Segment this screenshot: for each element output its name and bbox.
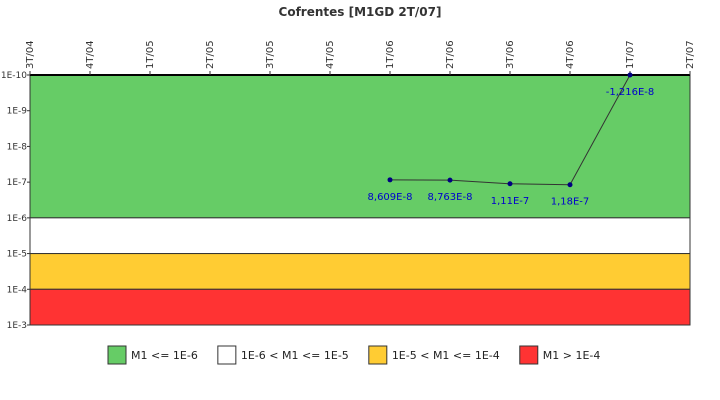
y-axis: 1E-10 1E-9 1E-8 1E-7 1E-6 1E-5 1E-4 1E-3 <box>1 71 30 331</box>
legend-swatch <box>107 345 127 365</box>
band-0 <box>29 74 691 219</box>
y-tick-label: 1E-8 <box>7 142 28 152</box>
x-tick-label: 4T/05 <box>325 40 336 69</box>
x-tick-label: 2T/07 <box>685 40 696 69</box>
legend-swatch <box>368 345 388 365</box>
x-tick-label: 2T/06 <box>445 40 456 69</box>
x-tick-label: 3T/05 <box>265 40 276 69</box>
band-1 <box>29 217 691 255</box>
series-layer: 8,609E-8 8,763E-8 1,11E-7 1,18E-7 -1,216E-8 <box>368 72 655 208</box>
data-label: 1,11E-7 <box>491 196 530 207</box>
data-point <box>507 181 513 187</box>
legend-swatch <box>217 345 237 365</box>
legend-label: 1E-6 < M1 <= 1E-5 <box>241 349 349 362</box>
legend-label: 1E-5 < M1 <= 1E-4 <box>392 349 500 362</box>
y-tick-label: 1E-10 <box>1 71 27 81</box>
data-point <box>447 177 453 183</box>
data-label: 8,609E-8 <box>368 192 413 203</box>
x-tick-label: 1T/07 <box>625 40 636 69</box>
y-tick-label: 1E-4 <box>7 285 28 295</box>
band-3 <box>29 288 691 326</box>
x-tick-label: 3T/06 <box>505 40 516 69</box>
y-tick-label: 1E-7 <box>7 178 27 188</box>
legend-item: 1E-6 < M1 <= 1E-5 <box>217 345 349 365</box>
data-point <box>567 182 573 188</box>
risk-bands <box>29 74 691 326</box>
x-tick-label: 4T/04 <box>85 40 96 69</box>
legend: M1 <= 1E-6 1E-6 < M1 <= 1E-5 1E-5 < M1 <= … <box>107 345 601 365</box>
data-label: -1,216E-8 <box>606 87 655 98</box>
y-tick-label: 1E-6 <box>7 214 28 224</box>
plot-frame <box>29 74 691 326</box>
legend-label: M1 <= 1E-6 <box>131 349 198 362</box>
x-tick-label: 1T/05 <box>145 40 156 69</box>
chart-title: Cofrentes [M1GD 2T/07] <box>279 5 442 19</box>
data-point <box>627 72 633 78</box>
y-tick-label: 1E-9 <box>7 107 28 117</box>
data-label: 8,763E-8 <box>428 192 473 203</box>
data-label: 1,18E-7 <box>551 197 590 208</box>
x-tick-label: 3T/04 <box>25 40 36 69</box>
legend-label: M1 > 1E-4 <box>543 349 601 362</box>
legend-swatch <box>519 345 539 365</box>
y-tick-label: 1E-5 <box>7 250 27 260</box>
x-tick-label: 1T/06 <box>385 40 396 69</box>
legend-item: M1 > 1E-4 <box>519 345 601 365</box>
x-tick-label: 4T/06 <box>565 40 576 69</box>
x-axis: 3T/04 4T/04 1T/05 2T/05 3T/05 4T/05 1T/06 2T/06… <box>25 40 696 75</box>
y-tick-label: 1E-3 <box>7 321 27 331</box>
legend-item: 1E-5 < M1 <= 1E-4 <box>368 345 500 365</box>
band-2 <box>29 253 691 290</box>
x-tick-label: 2T/05 <box>205 40 216 69</box>
data-point <box>387 177 393 183</box>
legend-item: M1 <= 1E-6 <box>107 345 198 365</box>
